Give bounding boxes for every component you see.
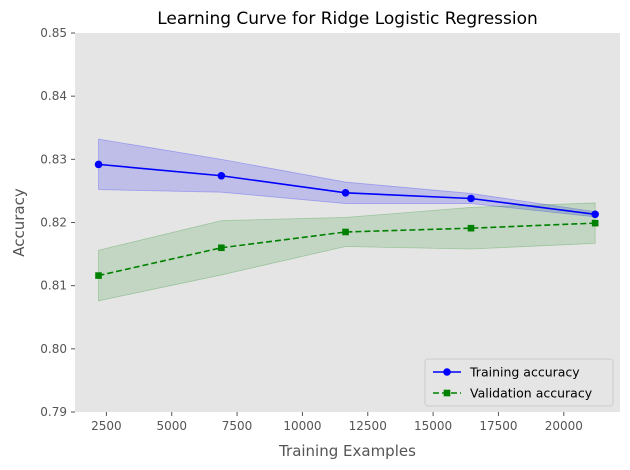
y-tick-label: 0.79 [40,405,67,419]
training-accuracy-point [591,210,599,219]
legend-marker [443,368,451,376]
validation-accuracy-point [591,219,599,227]
y-axis-ticks: 0.79 0.80 0.81 0.82 0.83 0.84 0.85 [40,26,75,419]
legend-box [424,358,614,407]
chart-title: Learning Curve for Ridge Logistic Regres… [157,9,538,29]
training-accuracy-point [467,194,475,203]
legend-marker [443,389,451,397]
validation-accuracy-point [467,224,475,232]
training-accuracy-point [341,189,350,197]
training-accuracy-point [94,160,103,169]
x-axis-label: Training Examples [278,442,416,460]
validation-accuracy-point [218,244,225,252]
x-tick-label: 7500 [222,419,253,433]
y-axis-label: Accuracy [10,188,28,257]
y-tick-label: 0.83 [40,152,67,166]
legend-label: Validation accuracy [470,386,593,401]
validation-accuracy-point [342,228,349,236]
y-tick-label: 0.80 [40,342,67,356]
plot-area [75,33,620,412]
validation-accuracy-line [98,222,596,277]
series-lines [94,160,599,279]
x-axis-ticks: 2500 5000 7500 10000 12500 15000 17500 20000 [91,412,583,433]
x-tick-label: 17500 [479,419,517,433]
legend: Training accuracy Validation accuracy [424,358,614,407]
y-tick-label: 0.81 [40,279,67,293]
x-tick-label: 2500 [91,419,122,433]
x-tick-label: 10000 [283,419,321,433]
x-tick-label: 20000 [545,419,583,433]
x-tick-label: 5000 [156,419,187,433]
validation-accuracy-point [95,272,102,279]
legend-label: Training accuracy [469,365,580,380]
x-tick-label: 15000 [414,419,452,433]
y-tick-label: 0.85 [40,26,67,40]
x-tick-label: 12500 [349,419,387,433]
training-accuracy-point [217,171,226,180]
y-tick-label: 0.82 [40,216,67,230]
y-tick-label: 0.84 [40,89,67,103]
